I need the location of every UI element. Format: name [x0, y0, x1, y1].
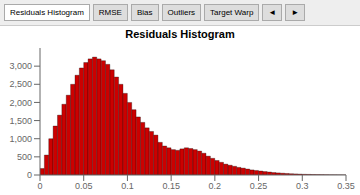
- html-text:Residuals Histogram: Residuals Histogram: [125, 28, 235, 40]
- svg-text:0.15: 0.15: [162, 181, 180, 191]
- svg-text:0.25: 0.25: [250, 181, 268, 191]
- svg-text:0.35: 0.35: [337, 181, 352, 191]
- svg-text:0.05: 0.05: [75, 181, 93, 191]
- html-text:RMSE: RMSE: [98, 8, 122, 17]
- html-text:Bias: Bias: [136, 8, 153, 17]
- html-text:Target Warp: Target Warp: [210, 8, 254, 17]
- svg-text:1,000: 1,000: [9, 134, 32, 144]
- svg-text:0.1: 0.1: [121, 181, 134, 191]
- svg-text:500: 500: [17, 152, 32, 162]
- svg-text:0.2: 0.2: [209, 181, 222, 191]
- svg-text:0: 0: [27, 170, 32, 180]
- html-text:Outliers: Outliers: [167, 8, 196, 17]
- svg-text:3,000: 3,000: [9, 61, 32, 71]
- svg-text:2,000: 2,000: [9, 98, 32, 108]
- svg-text:0: 0: [37, 181, 42, 191]
- html-text:Residuals Histogram: Residuals Histogram: [10, 8, 84, 17]
- svg-text:0.3: 0.3: [296, 181, 309, 191]
- svg-text:1,500: 1,500: [9, 116, 32, 126]
- svg-text:2,500: 2,500: [9, 79, 32, 89]
